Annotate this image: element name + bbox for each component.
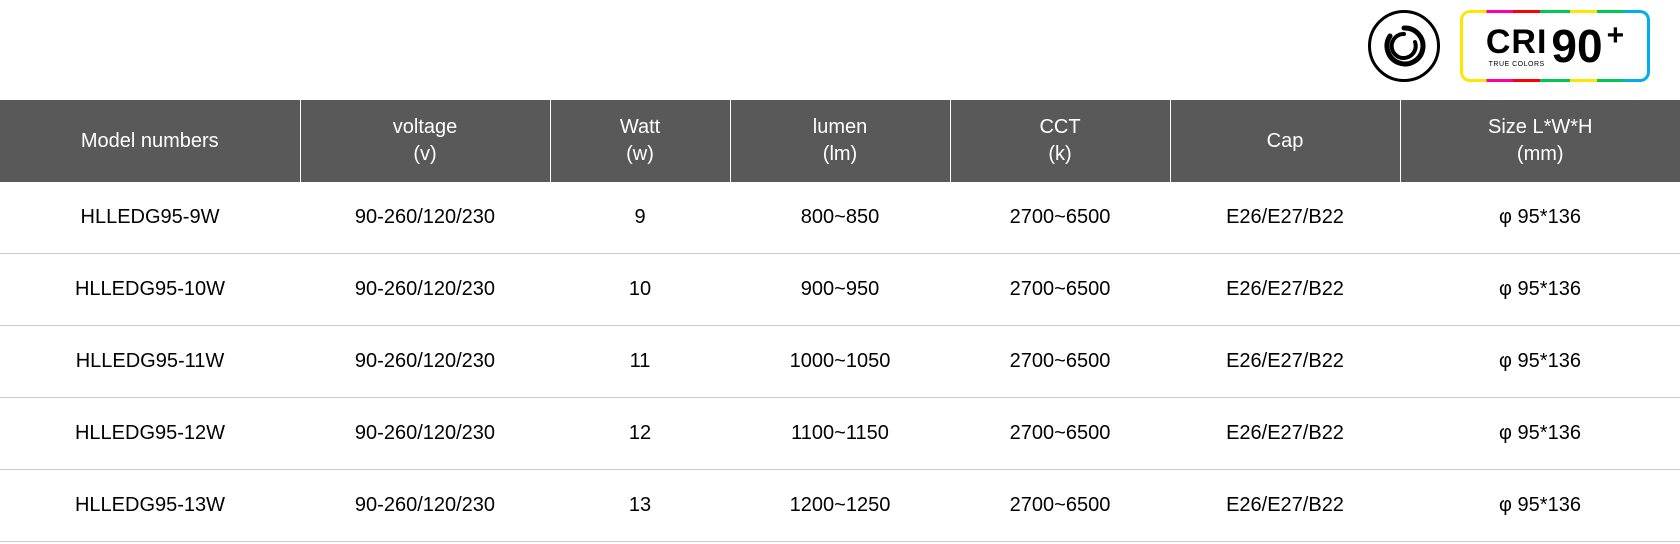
header-text: Model numbers — [81, 130, 219, 152]
table-cell: 2700~6500 — [950, 470, 1170, 542]
spec-table-body: HLLEDG95-9W90-260/120/2309800~8502700~65… — [0, 182, 1680, 542]
table-cell: HLLEDG95-12W — [0, 398, 300, 470]
table-cell: φ 95*136 — [1400, 182, 1680, 254]
table-cell: 10 — [550, 254, 730, 326]
table-cell: 90-260/120/230 — [300, 182, 550, 254]
col-header-voltage: voltage (v) — [300, 100, 550, 182]
table-cell: E26/E27/B22 — [1170, 254, 1400, 326]
table-cell: 2700~6500 — [950, 254, 1170, 326]
col-header-size: Size L*W*H (mm) — [1400, 100, 1680, 182]
dimmable-badge — [1368, 10, 1440, 82]
table-cell: 13 — [550, 470, 730, 542]
table-cell: 2700~6500 — [950, 182, 1170, 254]
table-cell: E26/E27/B22 — [1170, 398, 1400, 470]
table-row: HLLEDG95-13W90-260/120/230131200~1250270… — [0, 470, 1680, 542]
header-text: CCT — [1039, 116, 1080, 138]
table-cell: 1000~1050 — [730, 326, 950, 398]
header-text: lumen — [813, 116, 867, 138]
table-cell: 90-260/120/230 — [300, 398, 550, 470]
col-header-watt: Watt (w) — [550, 100, 730, 182]
table-row: HLLEDG95-10W90-260/120/23010900~9502700~… — [0, 254, 1680, 326]
table-cell: φ 95*136 — [1400, 398, 1680, 470]
col-header-model: Model numbers — [0, 100, 300, 182]
table-cell: 11 — [550, 326, 730, 398]
cri-badge: CRI TRUE COLORS 90 + — [1460, 10, 1650, 82]
table-cell: 12 — [550, 398, 730, 470]
header-unit: (k) — [1048, 143, 1071, 165]
table-cell: 1100~1150 — [730, 398, 950, 470]
table-cell: 90-260/120/230 — [300, 470, 550, 542]
table-row: HLLEDG95-12W90-260/120/230121100~1150270… — [0, 398, 1680, 470]
header-unit: (lm) — [823, 143, 857, 165]
col-header-cct: CCT (k) — [950, 100, 1170, 182]
table-cell: 900~950 — [730, 254, 950, 326]
table-cell: HLLEDG95-10W — [0, 254, 300, 326]
header-text: Watt — [620, 116, 660, 138]
header-unit: (w) — [626, 143, 654, 165]
table-cell: 90-260/120/230 — [300, 326, 550, 398]
table-cell: 800~850 — [730, 182, 950, 254]
header-unit: (v) — [413, 143, 436, 165]
header-unit: (mm) — [1517, 143, 1564, 165]
table-cell: E26/E27/B22 — [1170, 182, 1400, 254]
table-cell: φ 95*136 — [1400, 326, 1680, 398]
col-header-cap: Cap — [1170, 100, 1400, 182]
table-cell: φ 95*136 — [1400, 254, 1680, 326]
spec-table-head: Model numbers voltage (v) Watt (w) lumen… — [0, 100, 1680, 182]
table-cell: 1200~1250 — [730, 470, 950, 542]
cri-label: CRI — [1486, 25, 1548, 59]
table-cell: φ 95*136 — [1400, 470, 1680, 542]
table-cell: E26/E27/B22 — [1170, 470, 1400, 542]
table-row: HLLEDG95-11W90-260/120/230111000~1050270… — [0, 326, 1680, 398]
table-cell: HLLEDG95-9W — [0, 182, 300, 254]
table-cell: HLLEDG95-13W — [0, 470, 300, 542]
cri-sub: TRUE COLORS — [1489, 61, 1545, 68]
header-text: Size L*W*H — [1488, 116, 1592, 138]
header-text: Cap — [1267, 130, 1304, 152]
table-cell: HLLEDG95-11W — [0, 326, 300, 398]
table-cell: 90-260/120/230 — [300, 254, 550, 326]
cri-value: 90 — [1551, 23, 1602, 69]
badge-row: CRI TRUE COLORS 90 + — [0, 0, 1680, 100]
header-row: Model numbers voltage (v) Watt (w) lumen… — [0, 100, 1680, 182]
table-row: HLLEDG95-9W90-260/120/2309800~8502700~65… — [0, 182, 1680, 254]
col-header-lumen: lumen (lm) — [730, 100, 950, 182]
table-cell: 2700~6500 — [950, 398, 1170, 470]
table-cell: 9 — [550, 182, 730, 254]
swirl-icon — [1382, 24, 1426, 68]
table-cell: E26/E27/B22 — [1170, 326, 1400, 398]
header-text: voltage — [393, 116, 458, 138]
spec-table: Model numbers voltage (v) Watt (w) lumen… — [0, 100, 1680, 542]
cri-left: CRI TRUE COLORS — [1486, 25, 1548, 68]
table-cell: 2700~6500 — [950, 326, 1170, 398]
cri-plus: + — [1607, 21, 1625, 51]
cri-badge-inner: CRI TRUE COLORS 90 + — [1463, 13, 1647, 79]
